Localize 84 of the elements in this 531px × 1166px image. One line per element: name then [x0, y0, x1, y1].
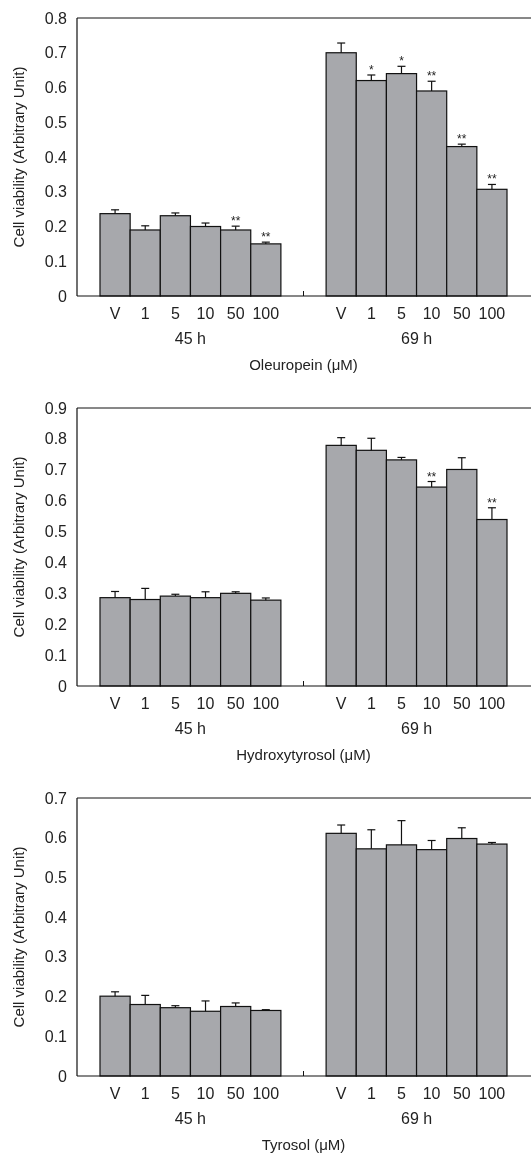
- y-tick-label: 0.3: [44, 183, 68, 201]
- y-tick-label: 0.4: [44, 554, 68, 572]
- data-label: *: [399, 54, 405, 69]
- y-tick-label: 0: [58, 1067, 68, 1085]
- x-tick-label: 1: [366, 1085, 376, 1102]
- x-tick-label: 1: [140, 695, 150, 712]
- y-axis-title: Cell viability (Arbitrary Unit): [10, 66, 27, 248]
- x-tick-label: 1: [140, 305, 150, 322]
- data-label: **: [426, 469, 437, 484]
- x-tick-label: 50: [226, 305, 245, 322]
- y-tick-label: 0: [58, 677, 68, 695]
- x-tick-label: 10: [196, 695, 215, 712]
- y-axis-title: Cell viability (Arbitrary Unit): [10, 846, 27, 1028]
- text: 69 h: [400, 330, 433, 347]
- y-tick-label: 0.8: [44, 9, 68, 27]
- y-axis-title: Cell viability (Arbitrary Unit): [10, 456, 27, 638]
- x-tick-label: 100: [252, 1085, 280, 1102]
- x-tick-label: 50: [226, 1085, 245, 1102]
- x-tick-label: 100: [252, 305, 280, 322]
- y-tick-label: 0.3: [44, 584, 68, 602]
- y-tick-label: 0.3: [44, 948, 68, 966]
- y-tick-label: 0.6: [44, 829, 68, 847]
- data-label: **: [261, 230, 271, 245]
- x-tick-label: V: [335, 305, 347, 322]
- x-tick-label: V: [109, 305, 121, 322]
- text: 69 h: [400, 1110, 433, 1127]
- x-axis-title: Oleuropein (μM): [249, 356, 358, 373]
- x-tick-label: 1: [366, 695, 376, 712]
- y-tick-label: 0.2: [44, 218, 68, 236]
- data-label: **: [426, 69, 437, 84]
- x-tick-label: 10: [422, 1085, 441, 1102]
- x-tick-label: 5: [397, 695, 407, 712]
- y-tick-label: 0.9: [44, 399, 68, 417]
- y-tick-label: 0.7: [44, 44, 68, 62]
- x-tick-label: 100: [478, 1085, 506, 1102]
- x-tick-label: V: [109, 1085, 121, 1102]
- y-tick-label: 0.4: [44, 908, 68, 926]
- y-tick-label: 0.4: [44, 148, 68, 166]
- x-tick-label: 50: [226, 695, 245, 712]
- x-tick-label: 50: [452, 695, 471, 712]
- data-label: **: [457, 132, 467, 147]
- x-tick-label: 10: [422, 695, 441, 712]
- x-axis-title: Tyrosol (μM): [261, 1136, 346, 1153]
- x-axis-title: Hydroxytyrosol (μM): [236, 746, 371, 763]
- x-tick-label: 10: [196, 305, 215, 322]
- y-tick-label: 0.5: [44, 869, 68, 887]
- x-tick-label: 5: [170, 695, 180, 712]
- y-tick-label: 0: [58, 287, 68, 305]
- x-tick-label: 100: [252, 695, 280, 712]
- y-tick-label: 0.5: [44, 113, 68, 131]
- x-tick-label: 100: [478, 695, 506, 712]
- y-tick-label: 0.6: [44, 79, 68, 97]
- text: 69 h: [400, 720, 433, 737]
- x-tick-label: 100: [478, 305, 506, 322]
- data-label: **: [230, 214, 241, 229]
- y-tick-label: 0.1: [44, 252, 68, 270]
- x-tick-label: V: [335, 695, 347, 712]
- x-tick-label: 50: [452, 1085, 471, 1102]
- text: 45 h: [174, 330, 207, 347]
- y-tick-label: 0.7: [44, 789, 68, 807]
- x-tick-label: 10: [422, 305, 441, 322]
- y-tick-label: 0.6: [44, 492, 68, 510]
- data-label: *: [369, 62, 374, 77]
- x-tick-label: 5: [397, 305, 407, 322]
- y-tick-label: 0.5: [44, 523, 68, 541]
- x-tick-label: V: [335, 1085, 347, 1102]
- x-tick-label: 5: [397, 1085, 407, 1102]
- y-tick-label: 0.2: [44, 988, 68, 1006]
- y-tick-label: 0.8: [44, 430, 68, 448]
- data-label: **: [487, 172, 497, 187]
- y-tick-label: 0.2: [44, 615, 68, 633]
- x-tick-label: 1: [366, 305, 376, 322]
- y-tick-label: 0.1: [44, 1027, 68, 1045]
- data-label: **: [487, 495, 497, 510]
- x-tick-label: 5: [170, 1085, 180, 1102]
- text: 45 h: [174, 720, 207, 737]
- x-tick-label: 10: [196, 1085, 215, 1102]
- x-tick-label: 5: [170, 305, 180, 322]
- x-tick-label: 50: [452, 305, 471, 322]
- text: 45 h: [174, 1110, 207, 1127]
- x-tick-label: V: [109, 695, 121, 712]
- y-tick-label: 0.1: [44, 646, 68, 664]
- x-tick-label: 1: [140, 1085, 150, 1102]
- y-tick-label: 0.7: [44, 461, 68, 479]
